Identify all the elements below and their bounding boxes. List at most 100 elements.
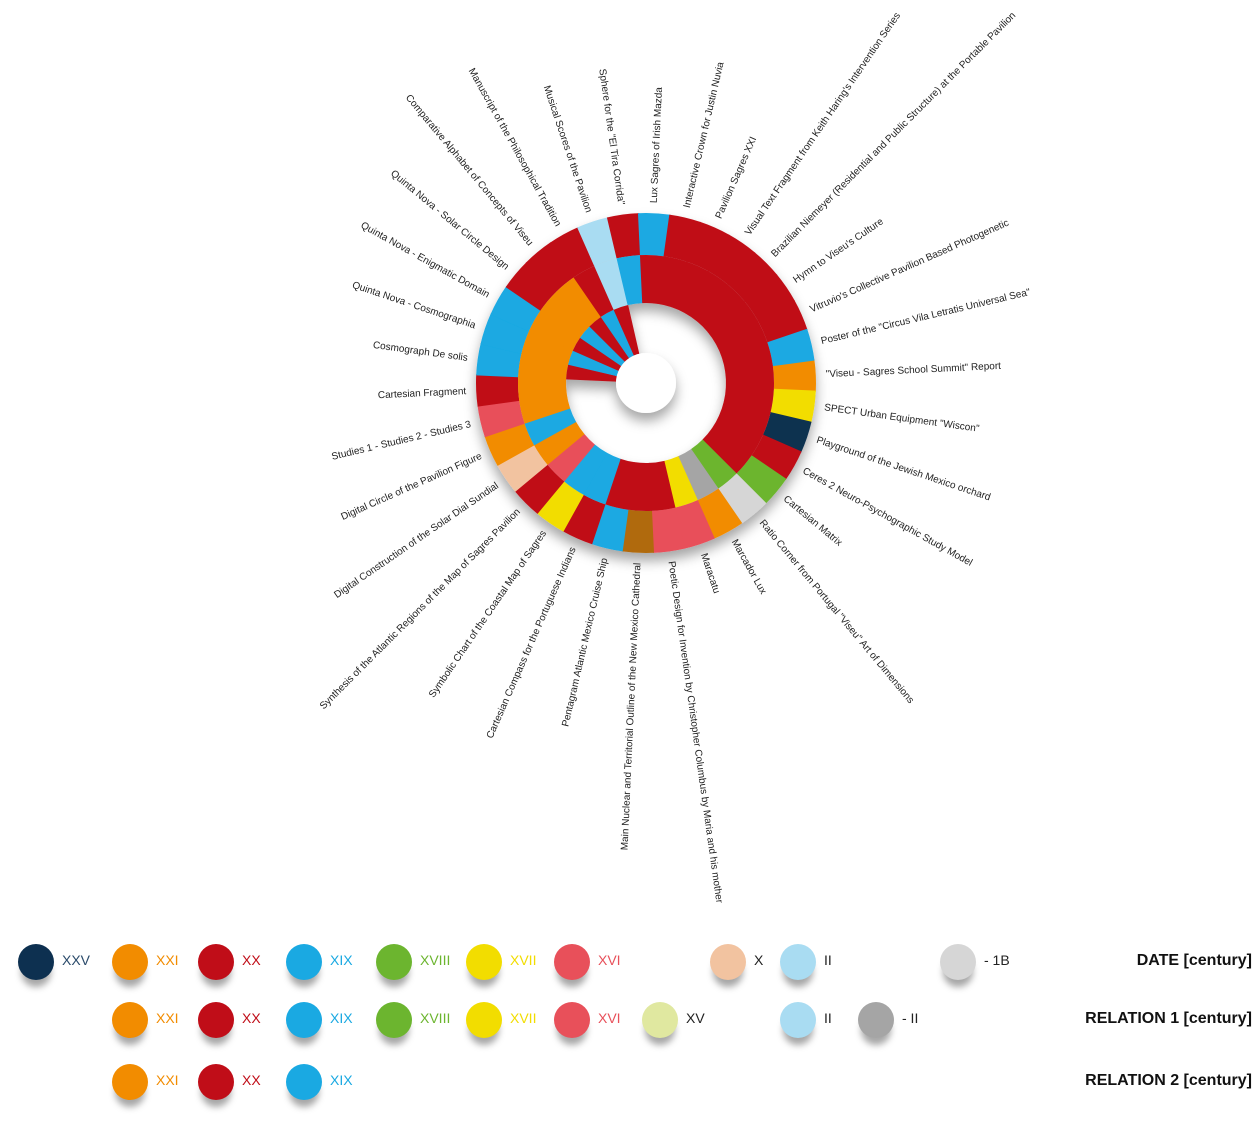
legend-label: XIX [330,952,353,968]
legend-swatch [710,944,746,980]
segment-outer-12 [536,480,584,532]
segment-mid-11 [583,452,621,505]
legend-row-title: RELATION 1 [century] [1085,1010,1252,1027]
item-label-16: Studies 1 - Studies 2 - Studies 3 [331,419,473,463]
legend-swatch [376,944,412,980]
legend-swatch [286,944,322,980]
legend-swatch [940,944,976,980]
segment-outer-19 [480,313,530,354]
legend-row-relation-2: RELATION 2 [century] XXI XX XIX [0,1060,1256,1104]
segment-mid-17 [518,376,567,401]
segment-inner-23 [600,309,635,359]
segment-mid-13 [547,433,595,482]
item-label-22: Comparative Alphabet of Concepts of Vise… [403,93,535,249]
segment-outer-4 [735,455,787,504]
item-label-30: Brazilian Niemeyer (Residential and Publ… [769,10,1018,259]
segment-outer-26 [637,213,671,257]
legend: DATE [century] XXV XXI XX XIX XVIII XVII XVI X I… [0,925,1256,1125]
segment-outer-8 [651,507,686,553]
legend-label: XX [242,1072,261,1088]
legend-row-relation-1: RELATION 1 [century] XXI XX XIX XVIII XVII XV… [0,998,1256,1042]
segment-mid-22 [555,276,602,327]
segment-outer-17 [476,374,520,407]
segment-mid-25 [616,255,643,306]
segment-mid-23 [573,265,615,318]
segment-mid-10 [604,458,636,510]
segment-mid-3 [711,415,764,456]
segment-mid-0 [725,365,774,390]
segment-mid-26 [639,255,665,304]
legend-label: XVIII [420,1010,451,1026]
legend-swatch [780,944,816,980]
item-label-14: Digital Construction of the Solar Dial S… [332,480,500,600]
item-label-17: Cartesian Fragment [378,386,467,401]
segment-mid-28 [671,261,709,314]
segment-mid-2 [718,401,771,436]
segment-mid-21 [540,291,590,338]
segment-outer-16 [477,399,525,438]
segment-mid-19 [521,330,574,365]
legend-label: XX [242,1010,261,1026]
segment-mid-1 [723,386,774,414]
segment-outer-31 [744,274,796,322]
item-labels: "Viseu - Sagres School Summit" Report SPE… [318,10,1032,904]
legend-swatch [466,1002,502,1038]
legend-swatch [198,1002,234,1038]
segment-outer-22 [525,242,575,293]
segment-outer-7 [674,500,715,549]
legend-label: XVIII [420,952,451,968]
segment-outer-13 [514,464,565,514]
segment-mid-27 [656,256,688,308]
legend-swatch [286,1064,322,1100]
segment-outer-2 [762,412,812,453]
legend-label: XV [686,1010,705,1026]
radial-chart: "Viseu - Sagres School Summit" Report SPE… [318,10,1032,904]
segment-mid-6 [677,448,719,501]
legend-label: XVII [510,1010,537,1026]
segment-inner-18 [566,364,617,382]
ring-group [476,213,817,554]
segment-outer-28 [686,221,730,272]
segment-outer-0 [772,359,817,392]
legend-label: XVII [510,952,537,968]
legend-swatch [112,1002,148,1038]
segment-mid-32 [715,320,768,359]
item-label-27: Interactive Crown for Justin Nuvia [682,61,727,210]
item-label-21: Quinta Nova - Solar Circle Design [388,168,511,272]
segment-outer-3 [751,434,802,480]
segment-mid-16 [519,393,571,424]
item-label-6: Marcador Lux [729,538,768,597]
item-label-28: Pavilion Sagres XXI [714,135,760,220]
segment-outer-10 [591,504,629,552]
legend-swatch [198,944,234,980]
legend-swatch [112,1064,148,1100]
segment-outer-33 [767,328,815,367]
segment-inner-22 [589,316,630,362]
item-label-26: Lux Sagres of Irish Mazda [649,86,665,203]
item-label-25: Sphere for the "El Tira Corrida" [596,68,626,206]
item-label-1: SPECT Urban Equipment "Wiscon" [824,402,981,434]
legend-swatch [642,1002,678,1038]
segment-outer-11 [562,494,606,545]
item-label-18: Cosmograph De solis [372,340,468,364]
legend-swatch [18,944,54,980]
segment-outer-25 [606,213,641,259]
legend-swatch [554,1002,590,1038]
center-hole [616,353,676,413]
segment-mid-9 [627,462,653,511]
segment-inner-20 [572,337,622,371]
item-label-4: Cartesian Matrix [781,494,844,549]
segment-outer-21 [505,262,557,311]
legend-label: II [824,1010,832,1026]
legend-row-title: RELATION 2 [century] [1085,1072,1252,1089]
legend-swatch [554,944,590,980]
segment-outer-24 [577,217,618,266]
segment-mid-31 [707,301,759,345]
segment-outer-15 [484,422,535,466]
legend-label: II [824,952,832,968]
legend-label: X [754,952,764,968]
legend-label: XXI [156,1010,179,1026]
segment-mid-18 [518,352,569,380]
segment-mid-33 [721,342,773,373]
legend-swatch [780,1002,816,1038]
